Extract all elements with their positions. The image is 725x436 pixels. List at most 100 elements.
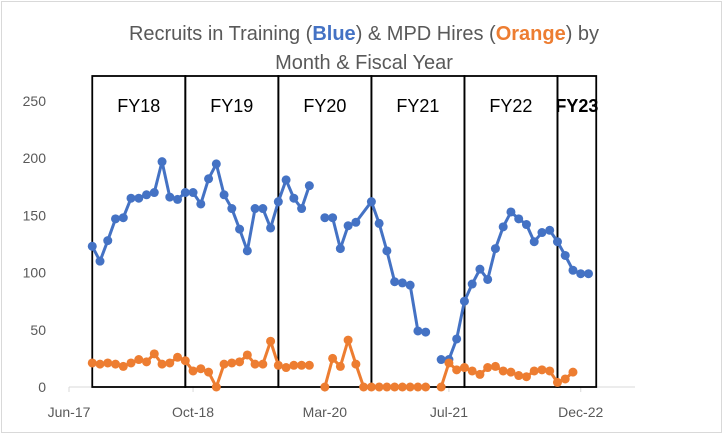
data-point	[320, 382, 330, 392]
data-point	[498, 222, 508, 232]
data-point	[529, 366, 539, 376]
x-tick-label: Mar-20	[303, 404, 348, 420]
data-point	[87, 241, 97, 251]
y-tick-label: 250	[23, 93, 47, 109]
fy-label-fy19: FY19	[210, 96, 253, 116]
fy-box-fy19	[184, 75, 280, 388]
data-point	[413, 326, 423, 336]
title-part-2: ) & MPD Hires (	[356, 23, 496, 45]
fy-label-fy23: FY23	[555, 96, 598, 116]
data-point	[157, 359, 167, 369]
data-point	[118, 213, 128, 223]
x-tick-label: Jun-17	[48, 404, 91, 420]
data-point	[583, 269, 593, 279]
y-tick-label: 200	[23, 150, 47, 166]
data-point	[103, 236, 113, 246]
title-part-4: ) by	[566, 23, 599, 45]
y-tick-label: 0	[38, 379, 46, 395]
data-point	[142, 190, 152, 200]
y-tick-label: 50	[30, 322, 46, 338]
fiscal-year-boxes: FY18 FY19 FY20 FY21 FY22 FY23	[91, 75, 598, 388]
data-point	[188, 188, 198, 198]
data-point	[552, 377, 562, 387]
data-point	[444, 358, 454, 368]
data-point	[95, 256, 105, 266]
data-point	[118, 361, 128, 371]
data-point	[374, 382, 384, 392]
data-point	[397, 278, 407, 288]
data-point	[576, 269, 586, 279]
y-tick-label: 100	[23, 265, 47, 281]
data-point	[483, 274, 493, 284]
series-line	[441, 210, 589, 362]
data-point	[568, 265, 578, 275]
data-point	[521, 220, 531, 230]
title-part-0: Recruits in Training (	[129, 23, 313, 45]
data-point	[320, 213, 330, 223]
chart-title-line1: Recruits in Training (Blue) & MPD Hires …	[129, 23, 599, 45]
x-tick-label: Oct-18	[172, 404, 214, 420]
data-point	[297, 204, 307, 214]
data-point	[390, 277, 400, 287]
title-part-1: Blue	[312, 23, 355, 45]
data-point	[343, 221, 353, 231]
y-tick-label: 150	[23, 207, 47, 223]
series-1	[87, 335, 578, 392]
series-line	[90, 160, 311, 263]
data-point	[188, 366, 198, 376]
data-point	[134, 355, 144, 365]
data-point	[204, 174, 214, 184]
data-point	[459, 363, 469, 373]
data-point	[490, 244, 500, 254]
data-point	[514, 371, 524, 381]
y-axis: 0 50 100 150 200 250	[23, 93, 47, 395]
data-point	[227, 358, 237, 368]
data-point	[250, 359, 260, 369]
data-point	[242, 350, 252, 360]
fy-label-fy20: FY20	[303, 96, 346, 116]
data-point	[328, 213, 338, 223]
data-point	[506, 207, 516, 217]
data-point	[351, 359, 361, 369]
data-point	[289, 360, 299, 370]
data-point	[149, 349, 159, 359]
data-point	[126, 193, 136, 203]
data-point	[273, 197, 283, 207]
title-part-3: Orange	[496, 23, 566, 45]
data-point	[452, 365, 462, 375]
data-point	[521, 372, 531, 382]
data-point	[258, 204, 268, 214]
data-point	[568, 367, 578, 377]
data-point	[467, 366, 477, 376]
data-point	[413, 382, 423, 392]
data-point	[165, 358, 175, 368]
data-point	[545, 366, 555, 376]
data-point	[436, 382, 446, 392]
data-point	[219, 359, 229, 369]
data-point	[560, 250, 570, 260]
data-point	[281, 175, 291, 185]
data-point	[335, 361, 345, 371]
data-point	[452, 334, 462, 344]
data-point	[111, 214, 121, 224]
data-point	[335, 244, 345, 254]
data-point	[250, 204, 260, 214]
data-point	[560, 374, 570, 384]
data-point	[421, 327, 431, 337]
data-point	[157, 157, 167, 167]
data-point	[165, 192, 175, 202]
data-point	[506, 367, 516, 377]
data-point	[266, 336, 276, 346]
data-point	[390, 382, 400, 392]
data-point	[149, 188, 159, 198]
x-axis: Jun-17 Oct-18 Mar-20 Jul-21 Dec-22	[48, 386, 635, 420]
data-point	[374, 218, 384, 228]
data-point	[204, 367, 214, 377]
data-point	[467, 279, 477, 289]
data-point	[126, 358, 136, 368]
data-point	[343, 335, 353, 345]
data-point	[180, 356, 190, 366]
data-point	[545, 225, 555, 235]
